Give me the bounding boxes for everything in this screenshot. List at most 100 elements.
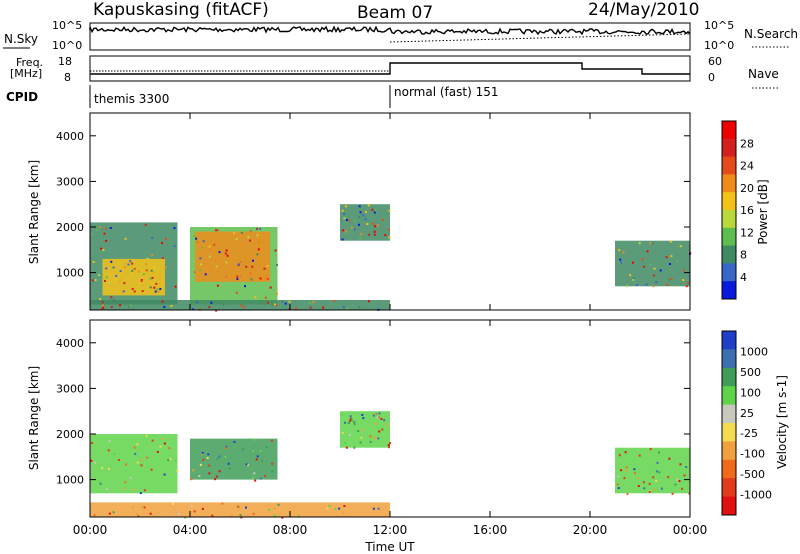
heatmap-speckle <box>259 227 262 230</box>
heatmap-speckle <box>665 256 668 259</box>
heatmap-speckle <box>345 446 348 449</box>
heatmap-speckle <box>156 288 159 291</box>
heatmap-speckle <box>368 233 371 236</box>
heatmap-speckle <box>125 463 128 466</box>
heatmap-speckle <box>225 249 228 252</box>
colorbar-swatch <box>722 478 736 498</box>
colorbar-tick: 24 <box>740 160 754 173</box>
heatmap-speckle <box>159 445 162 448</box>
heatmap-speckle <box>222 303 225 306</box>
heatmap-speckle <box>153 286 156 289</box>
colorbar-swatch <box>722 156 736 175</box>
heatmap-speckle <box>256 253 259 256</box>
heatmap-speckle <box>652 242 655 245</box>
heatmap-speckle <box>225 445 228 448</box>
heatmap-speckle <box>309 306 312 309</box>
heatmap-speckle <box>676 259 679 262</box>
heatmap-speckle <box>208 464 211 467</box>
heatmap-speckle <box>312 301 315 303</box>
heatmap-speckle <box>372 507 375 510</box>
heatmap-speckle <box>373 233 376 236</box>
power-heatmap <box>90 204 692 312</box>
heatmap-speckle <box>676 478 679 481</box>
heatmap-speckle <box>273 507 276 510</box>
heatmap-speckle <box>226 254 229 257</box>
heatmap-speckle <box>196 301 198 304</box>
heatmap-speckle <box>631 261 634 264</box>
heatmap-speckle <box>658 471 661 474</box>
heatmap-speckle <box>224 252 227 255</box>
heatmap-speckle <box>328 505 331 507</box>
heatmap-speckle <box>649 242 652 245</box>
heatmap-speckle <box>374 436 377 438</box>
heatmap-speckle <box>150 300 153 303</box>
heatmap-region-3 <box>195 231 270 282</box>
freq-left-tick-hi: 18 <box>58 55 72 68</box>
heatmap-speckle <box>295 307 297 310</box>
heatmap-speckle <box>374 422 377 425</box>
heatmap-speckle <box>131 273 134 275</box>
heatmap-speckle <box>216 284 219 287</box>
heatmap-speckle <box>259 450 262 452</box>
heatmap-speckle <box>284 302 287 305</box>
heatmap-speckle <box>190 478 193 481</box>
heatmap-speckle <box>259 277 262 280</box>
heatmap-speckle <box>380 418 383 420</box>
heatmap-speckle <box>252 450 255 452</box>
heatmap-speckle <box>225 261 228 264</box>
colorbar-tick: 100 <box>740 386 761 399</box>
heatmap-speckle <box>151 439 154 442</box>
colorbar-frame <box>721 120 737 300</box>
heatmap-speckle <box>374 209 377 212</box>
heatmap-speckle <box>133 290 136 293</box>
heatmap-region-5 <box>90 300 390 310</box>
heatmap-speckle <box>133 267 136 270</box>
heatmap-speckle <box>98 226 101 229</box>
colorbar-swatch <box>722 349 736 369</box>
y-tick-label: 2000 <box>56 428 84 441</box>
heatmap-speckle <box>619 258 622 261</box>
heatmap-speckle <box>236 278 239 281</box>
heatmap-speckle <box>368 204 370 207</box>
colorbar-swatch <box>722 367 736 387</box>
velocity-colorbar: 1000 500 100 25 -25 -100 -500 -1000 <box>721 330 772 516</box>
heatmap-speckle <box>149 286 152 289</box>
heatmap-speckle <box>344 441 347 444</box>
heatmap-speckle <box>332 300 335 302</box>
heatmap-speckle <box>358 223 360 226</box>
heatmap-speckle <box>161 438 164 441</box>
colorbar-swatch <box>722 459 736 479</box>
heatmap-speckle <box>193 235 196 237</box>
heatmap-speckle <box>103 232 106 235</box>
heatmap-speckle <box>350 418 353 421</box>
heatmap-speckle <box>364 218 367 221</box>
heatmap-speckle <box>341 238 344 241</box>
heatmap-speckle <box>149 277 152 280</box>
heatmap-speckle <box>146 456 149 459</box>
heatmap-speckle <box>642 481 645 484</box>
heatmap-speckle <box>366 223 369 225</box>
heatmap-speckle <box>207 453 210 456</box>
heatmap-speckle <box>683 474 686 477</box>
heatmap-speckle <box>634 472 636 475</box>
x-tick-label: 08:00 <box>273 523 308 537</box>
y-tick-label: 3000 <box>56 382 84 395</box>
heatmap-speckle <box>110 260 113 263</box>
heatmap-speckle <box>256 455 259 458</box>
heatmap-speckle <box>93 514 96 517</box>
heatmap-speckle <box>124 481 127 484</box>
heatmap-speckle <box>342 306 345 309</box>
heatmap-speckle <box>625 466 628 469</box>
heatmap-speckle <box>633 468 636 471</box>
colorbar-tick: -25 <box>740 427 758 440</box>
heatmap-speckle <box>626 493 629 496</box>
heatmap-speckle <box>210 301 213 304</box>
heatmap-speckle <box>353 421 356 423</box>
heatmap-speckle <box>377 437 380 440</box>
heatmap-speckle <box>122 290 125 293</box>
colorbar-swatch <box>722 138 736 158</box>
heatmap-speckle <box>105 267 108 270</box>
heatmap-speckle <box>168 447 171 450</box>
heatmap-speckle <box>624 469 627 472</box>
